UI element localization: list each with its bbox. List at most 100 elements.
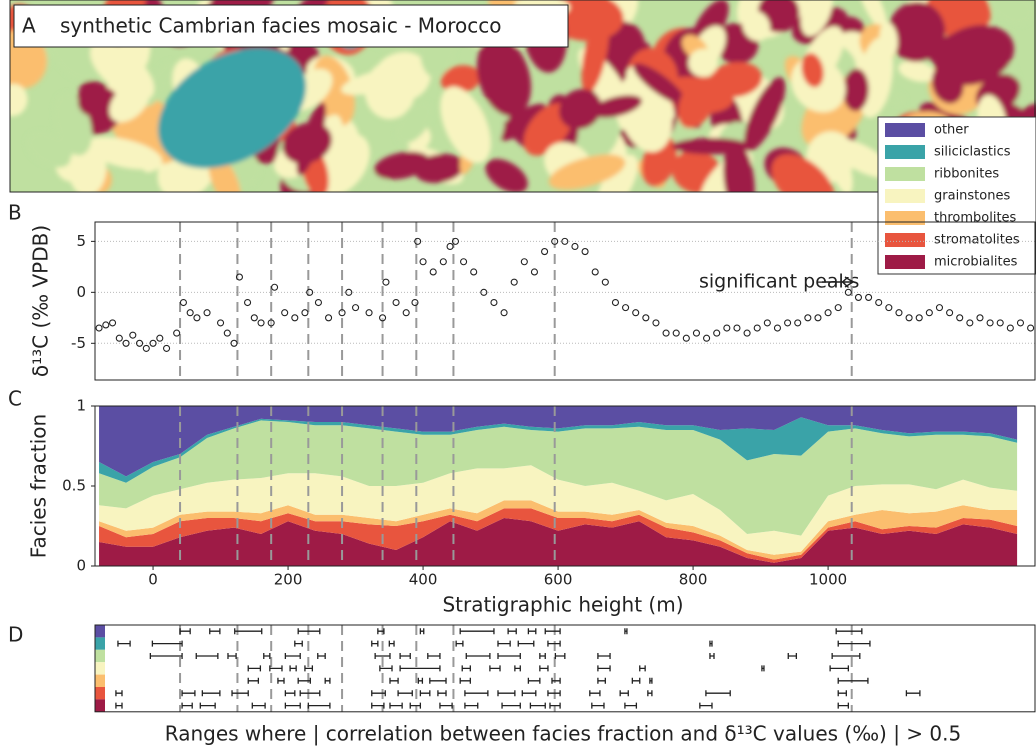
- y-tick-label: 0: [76, 557, 86, 575]
- facies-patch: [688, 48, 719, 77]
- data-point: [156, 334, 164, 342]
- legend-label: grainstones: [934, 189, 1010, 204]
- range-bar: [429, 677, 447, 684]
- data-point: [193, 314, 201, 322]
- data-point: [460, 258, 468, 266]
- data-point: [352, 304, 360, 312]
- range-bar: [439, 702, 453, 709]
- area: [99, 508, 1018, 563]
- data-point: [865, 293, 873, 301]
- data-point: [163, 344, 171, 352]
- range-bar: [277, 677, 285, 684]
- data-point: [95, 324, 103, 332]
- range-bar: [527, 677, 541, 684]
- facies-patch: [708, 61, 763, 98]
- data-point: [257, 319, 265, 327]
- x-tick-label: 200: [274, 571, 303, 589]
- range-bar: [549, 702, 561, 709]
- facies-patch: [771, 154, 835, 192]
- range-bar: [517, 640, 535, 647]
- data-point: [179, 298, 187, 307]
- data-point: [956, 314, 964, 322]
- data-point: [905, 314, 913, 322]
- data-point: [230, 339, 238, 347]
- area: [99, 420, 1018, 536]
- range-bar: [455, 640, 464, 647]
- data-point: [541, 248, 549, 256]
- data-point: [510, 278, 518, 286]
- data-point: [186, 309, 194, 317]
- range-bar: [151, 640, 183, 647]
- facies-patch: [208, 154, 241, 192]
- data-point: [946, 309, 954, 317]
- data-point: [895, 309, 903, 317]
- range-bar: [705, 690, 731, 697]
- range-bar: [377, 628, 385, 635]
- facies-patch: [158, 47, 306, 169]
- data-point: [402, 309, 410, 317]
- data-point: [122, 339, 130, 347]
- range-bar: [631, 677, 641, 684]
- range-bar: [547, 640, 561, 647]
- data-point: [530, 268, 538, 276]
- facies-patch: [988, 0, 1034, 25]
- data-point: [1016, 319, 1025, 327]
- row-swatch: [95, 637, 105, 650]
- data-point: [1027, 324, 1035, 332]
- data-point: [672, 329, 680, 337]
- data-point: [250, 314, 258, 322]
- facies-patch: [744, 77, 786, 151]
- data-point: [439, 258, 447, 266]
- range-bar: [787, 653, 798, 659]
- range-bar: [149, 653, 183, 659]
- data-point: [446, 242, 454, 251]
- data-point: [844, 288, 852, 296]
- range-bar: [589, 690, 601, 697]
- data-point: [217, 319, 225, 327]
- data-point: [986, 319, 994, 327]
- range-bar: [529, 702, 546, 709]
- range-bar: [263, 653, 271, 659]
- data-point: [142, 344, 150, 352]
- range-bar: [497, 640, 511, 647]
- data-point: [723, 324, 731, 332]
- data-point: [480, 288, 488, 296]
- data-point: [581, 248, 589, 256]
- data-point: [662, 329, 670, 337]
- range-bar: [284, 690, 296, 697]
- x-axis-label: Stratigraphic height (m): [442, 593, 683, 617]
- area: [99, 465, 1018, 555]
- data-point: [271, 283, 279, 291]
- facies-patch: [374, 151, 431, 180]
- y-tick-label: 0.5: [62, 477, 86, 495]
- data-point: [925, 309, 933, 317]
- data-point: [291, 314, 299, 322]
- legend-label: ribbonites: [934, 167, 999, 182]
- range-bar: [709, 653, 715, 659]
- facies-patch: [857, 0, 888, 31]
- facies-patch: [879, 21, 898, 57]
- facies-patch: [800, 0, 833, 37]
- legend-swatch: [885, 233, 925, 247]
- legend-label: other: [934, 123, 969, 138]
- row-swatch: [95, 699, 105, 712]
- facies-patch: [476, 36, 532, 117]
- legend-label: siliciclastics: [934, 145, 1011, 160]
- data-point: [115, 334, 123, 342]
- range-bar: [709, 640, 713, 647]
- facies-patch: [296, 102, 326, 176]
- legend-swatch: [885, 145, 925, 159]
- facies-patch: [485, 158, 528, 192]
- panel-label: C: [8, 387, 22, 411]
- data-point: [490, 298, 498, 307]
- data-point: [325, 314, 333, 322]
- range-bar: [115, 690, 123, 697]
- range-bar: [231, 690, 249, 697]
- range-bar: [591, 702, 605, 709]
- range-bar: [294, 640, 303, 647]
- data-point: [301, 309, 309, 317]
- range-bar: [181, 702, 193, 709]
- legend-swatch: [885, 123, 925, 137]
- range-bar: [699, 702, 713, 709]
